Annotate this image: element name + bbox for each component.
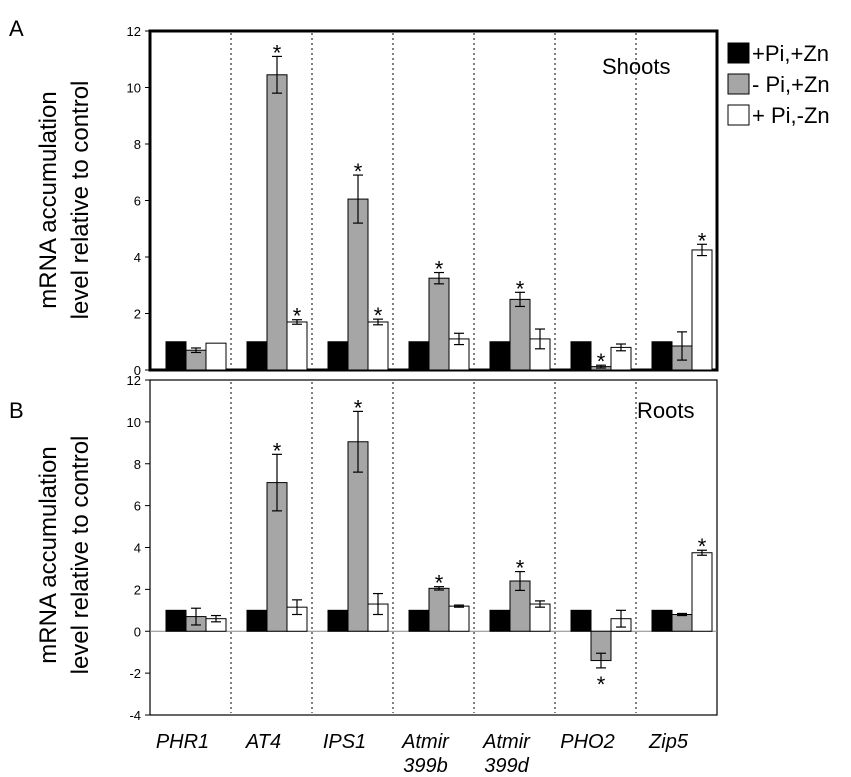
panel-b-bar [327, 609, 349, 632]
legend-item-1: +Pi,+Zn [727, 41, 829, 66]
panel-b-significance-marker: * [597, 672, 606, 697]
panel-a-bar [428, 277, 450, 371]
panel-b-bar [408, 609, 430, 632]
panel-a-ylabel: mRNA accumulation level relative to cont… [35, 81, 94, 320]
panel-b-significance-marker: * [435, 571, 444, 596]
legend-swatch-2 [727, 73, 750, 95]
panel-b-ytick-label: 2 [134, 582, 141, 597]
legend: +Pi,+Zn - Pi,+Zn + Pi,-Zn [727, 41, 830, 128]
panel-b-ylabel: mRNA accumulation level relative to cont… [35, 436, 94, 675]
panel-a-bar [286, 321, 308, 371]
panel-a-bar [509, 298, 531, 371]
panel-a-ylabel-line1: mRNA accumulation [35, 91, 62, 308]
x-tick-label: 399d [484, 755, 529, 777]
panel-a-significance-marker: * [374, 303, 383, 328]
panel-b-significance-marker: * [698, 534, 707, 559]
panel-b-ytick-label: 6 [134, 499, 141, 514]
panel-a-ytick-label: 6 [134, 194, 141, 209]
panel-a-significance-marker: * [435, 257, 444, 282]
panel-a-bar [651, 341, 673, 371]
x-tick-label: AT4 [245, 731, 281, 753]
panel-b-significance-marker: * [354, 395, 363, 420]
panel-b-ytick-label: 4 [134, 541, 141, 556]
panel-a-bar [246, 341, 268, 371]
panel-a-significance-marker: * [597, 349, 606, 374]
panel-a-ylabel-line2: level relative to control [67, 81, 94, 320]
panel-a-significance-marker: * [354, 159, 363, 184]
panel-b-significance-marker: * [273, 438, 282, 463]
panel-b-bar [651, 609, 673, 632]
panel-b-ytick-label: -4 [129, 708, 141, 723]
panel-a-ytick-label: 10 [127, 81, 141, 96]
panel-a-bar [266, 74, 288, 371]
panel-b-bar [448, 605, 470, 632]
legend-label-3: + Pi,-Zn [752, 103, 830, 128]
panel-b-bar [246, 609, 268, 632]
x-tick-label: Atmir [401, 731, 450, 753]
panel-b-significance-marker: * [516, 556, 525, 581]
panel-b-bar [165, 609, 187, 632]
panel-b-annotation: Roots [637, 398, 694, 423]
panel-a-ytick-label: 8 [134, 137, 141, 152]
x-tick-label: PHR1 [156, 731, 209, 753]
panel-b-ytick-label: -2 [129, 666, 141, 681]
panel-b-bar [529, 603, 551, 632]
panel-a-bar [165, 341, 187, 371]
panel-a-bar [185, 349, 207, 371]
x-tick-label: Atmir [482, 731, 531, 753]
panel-a-bar [570, 341, 592, 371]
legend-label-1: +Pi,+Zn [752, 41, 829, 66]
panel-a-significance-marker: * [293, 304, 302, 329]
panel-a-ytick-label: 0 [134, 363, 141, 378]
panel-a-ytick-label: 12 [127, 24, 141, 39]
x-tick-label: Zip5 [648, 731, 689, 753]
panel-a-plot: 0 2 4 6 8 10 12 * * * * * * * * [127, 24, 713, 378]
panel-a-letter: A [9, 16, 24, 41]
legend-label-2: - Pi,+Zn [752, 72, 830, 97]
panel-b-ytick-label: 10 [127, 415, 141, 430]
panel-b-ytick-label: 8 [134, 457, 141, 472]
panel-a-bar [489, 341, 511, 371]
panel-b-bar [691, 552, 713, 632]
x-tick-label: PHO2 [560, 731, 614, 753]
panel-a-ytick-label: 4 [134, 250, 141, 265]
panel-a-significance-marker: * [273, 40, 282, 65]
legend-swatch-1 [727, 42, 750, 64]
x-tick-label: IPS1 [323, 731, 366, 753]
panel-b-bar [671, 614, 693, 632]
panel-b-ylabel-line1: mRNA accumulation [35, 446, 62, 663]
panel-b-frame [149, 379, 718, 716]
panel-a-bar [367, 321, 389, 371]
panel-b-plot: -4 -2 0 2 4 6 8 10 12 * * * * * * [127, 373, 717, 723]
panel-a-bar [205, 342, 227, 371]
panel-b-ytick-label: 0 [134, 624, 141, 639]
panel-a-significance-marker: * [698, 228, 707, 253]
panel-a-significance-marker: * [516, 276, 525, 301]
panel-b-bar [570, 609, 592, 632]
panel-a-bar [691, 249, 713, 371]
panel-b-letter: B [9, 398, 24, 423]
panel-a-bar [347, 198, 369, 371]
legend-swatch-3 [727, 104, 750, 126]
panel-b-bar [489, 609, 511, 632]
panel-b-ytick-label: 12 [127, 373, 141, 388]
panel-a-bar [408, 341, 430, 371]
legend-item-2: - Pi,+Zn [727, 72, 830, 97]
panel-b-ylabel-line2: level relative to control [67, 436, 94, 675]
panel-a-bar [327, 341, 349, 371]
legend-item-3: + Pi,-Zn [727, 103, 830, 128]
x-tick-label: 399b [403, 755, 448, 777]
panel-a-ytick-label: 2 [134, 307, 141, 322]
panel-a-annotation: Shoots [602, 54, 671, 79]
